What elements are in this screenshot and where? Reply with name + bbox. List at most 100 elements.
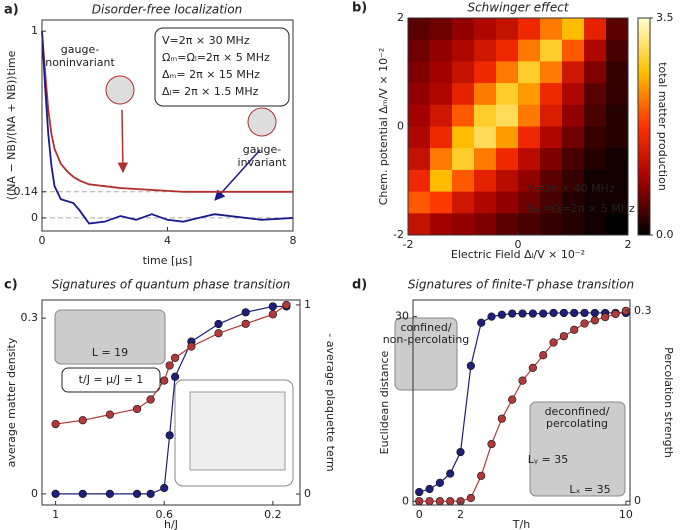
annotation: non-percolating xyxy=(383,333,470,346)
marker xyxy=(549,338,558,347)
x-tick-label: 1 xyxy=(52,508,59,521)
y-tick-label: 0.14 xyxy=(14,185,39,198)
x-tick-label: 10 xyxy=(619,508,633,521)
heatmap-cell xyxy=(584,148,607,171)
heatmap-cell xyxy=(452,191,475,214)
marker xyxy=(528,363,537,373)
heatmap-cell xyxy=(496,83,519,106)
annotation: Ωₘ=Ωₗ=2π × 5 MHz xyxy=(527,202,635,215)
y-axis-label: ⟨(NA − NB)/(NA + NB)⟩time xyxy=(5,50,18,200)
heatmap-cell xyxy=(430,213,453,236)
marker xyxy=(466,361,475,370)
heatmap-cell xyxy=(584,104,607,127)
heatmap-cell xyxy=(496,213,519,236)
marker xyxy=(580,319,589,328)
heatmap-cell xyxy=(518,148,541,171)
heatmap-cell xyxy=(474,126,497,149)
marker xyxy=(446,497,455,506)
heatmap-cell xyxy=(518,39,541,62)
heatmap-cell xyxy=(584,126,607,149)
heatmap-cell xyxy=(606,191,629,214)
heatmap-cell xyxy=(408,191,431,214)
y2-axis-label: - average plaquette term xyxy=(324,333,337,472)
marker xyxy=(241,319,250,328)
heatmap-cell xyxy=(540,169,563,193)
marker xyxy=(425,497,434,506)
heatmap-cell xyxy=(408,61,431,84)
heatmap-cell xyxy=(408,18,431,41)
heatmap-cell xyxy=(606,104,629,127)
marker xyxy=(415,487,424,497)
x-tick-label: 4 xyxy=(164,234,171,247)
heatmap-cell xyxy=(430,191,453,214)
x-tick-label: 8 xyxy=(290,234,297,247)
heatmap-cell xyxy=(584,83,607,106)
heatmap-cell xyxy=(430,18,453,41)
panel-label: c) xyxy=(4,278,18,293)
heatmap-cell xyxy=(540,83,563,106)
heatmap-cell xyxy=(584,213,607,236)
marker xyxy=(268,310,277,319)
annotation: L = 19 xyxy=(92,346,128,359)
heatmap-cell xyxy=(518,191,541,214)
heatmap-cell xyxy=(408,39,431,62)
marker xyxy=(590,308,599,318)
x-tick-label: -2 xyxy=(403,238,414,251)
marker xyxy=(539,351,548,360)
heatmap-cell xyxy=(562,104,585,127)
y-tick-label: 0 xyxy=(31,211,38,224)
heatmap-cell xyxy=(584,169,607,193)
y-tick-label: -2 xyxy=(393,228,404,241)
heatmap-cell xyxy=(540,213,563,236)
heatmap-cell xyxy=(562,126,585,149)
annotation: V=2π × 40 MHz xyxy=(527,182,615,195)
heatmap-cell xyxy=(584,18,607,41)
marker xyxy=(51,489,60,498)
heatmap-cell xyxy=(606,126,629,149)
heatmap-cell xyxy=(562,169,585,193)
colorbar xyxy=(637,17,651,236)
marker xyxy=(559,332,568,341)
y-tick-label: 0 xyxy=(402,494,409,507)
marker xyxy=(497,414,506,423)
annotation: Lₓ = 35 xyxy=(569,483,610,496)
heatmap-cell xyxy=(540,39,563,62)
heatmap-cell xyxy=(540,104,563,127)
heatmap-cell xyxy=(496,126,519,149)
panel-title: Disorder-free localization xyxy=(92,3,242,17)
marker xyxy=(518,376,527,385)
marker xyxy=(528,309,537,318)
heatmap-cell xyxy=(474,169,497,193)
heatmap-cell xyxy=(496,18,519,41)
heatmap-cell xyxy=(474,191,497,214)
marker xyxy=(268,302,277,311)
marker xyxy=(146,489,155,498)
marker xyxy=(518,309,527,318)
heatmap-cell xyxy=(540,191,563,214)
heatmap-cell xyxy=(562,61,585,84)
heatmap-cell xyxy=(540,18,563,41)
marker xyxy=(160,483,169,493)
y2-tick-label: 0 xyxy=(634,494,641,507)
heatmap-cell xyxy=(518,104,541,127)
marker xyxy=(466,493,475,503)
marker xyxy=(146,395,155,404)
marker xyxy=(611,309,620,319)
heatmap-cell xyxy=(606,169,629,193)
y2-axis-label: Percolation strength xyxy=(662,347,675,458)
heatmap-cell xyxy=(518,83,541,106)
heatmap-cell xyxy=(496,61,519,84)
heatmap-cell xyxy=(518,213,541,236)
marker xyxy=(549,308,558,318)
heatmap-cell xyxy=(606,61,629,84)
marker xyxy=(539,309,548,318)
y-tick-label: 1 xyxy=(31,24,38,37)
panel-label: a) xyxy=(4,3,19,18)
y-tick-label: 30 xyxy=(395,310,409,323)
marker xyxy=(165,431,174,440)
heatmap-cell xyxy=(474,148,497,171)
heatmap-cell xyxy=(430,126,453,149)
marker xyxy=(105,410,114,419)
marker xyxy=(487,312,496,321)
annotation: confined/ xyxy=(400,321,451,334)
